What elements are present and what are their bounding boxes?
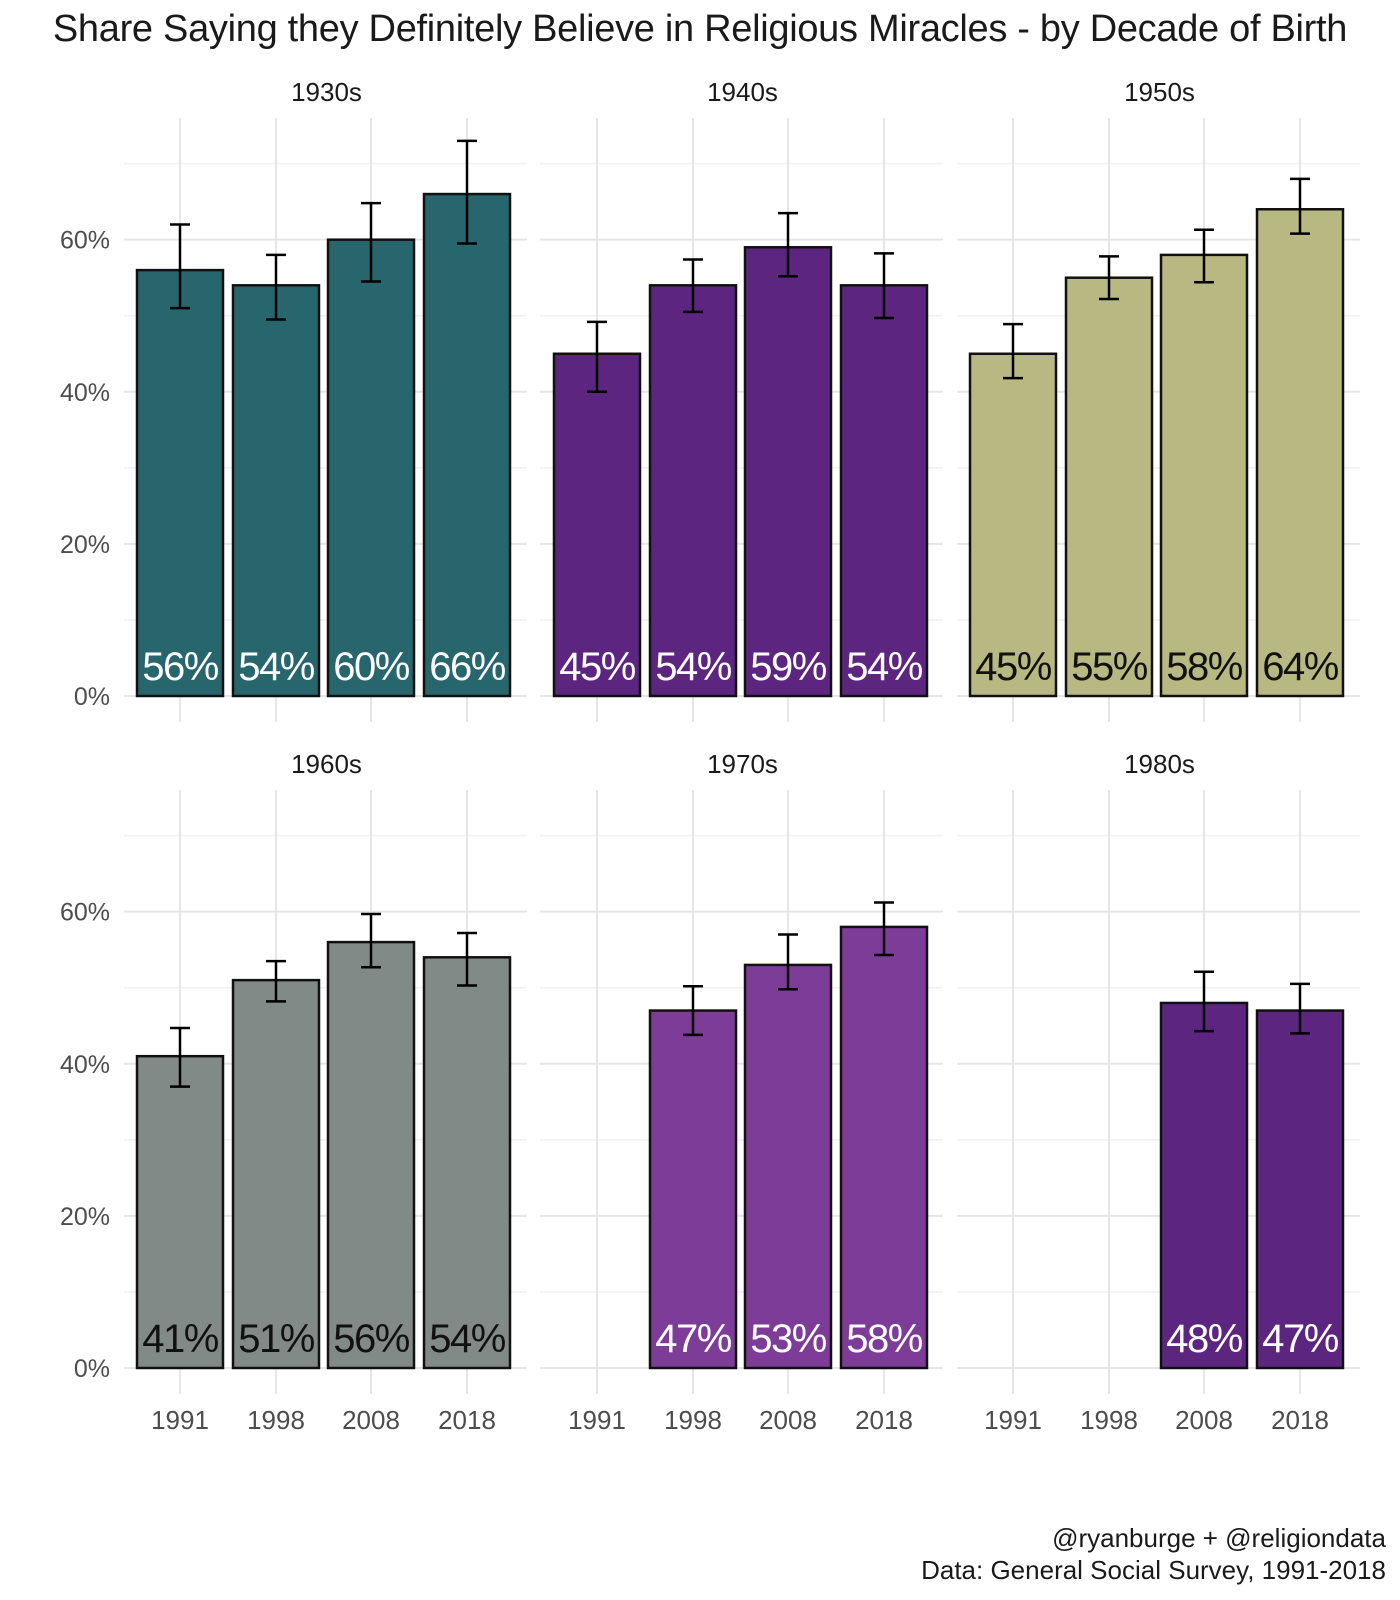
bar (1064, 276, 1154, 698)
x-tick-label: 2008 (1175, 1405, 1233, 1435)
x-tick-label: 2018 (1271, 1405, 1329, 1435)
bar-value-label: 56% (142, 645, 218, 689)
bar-value-label: 64% (1262, 645, 1338, 689)
bar-value-label: 55% (1071, 645, 1147, 689)
bar-value-label: 53% (750, 1317, 826, 1361)
y-tick-label: 0% (74, 1355, 110, 1383)
bar (231, 978, 321, 1370)
bar-value-label: 54% (429, 1317, 505, 1361)
caption-credit: @ryanburge + @religiondata (1052, 1523, 1386, 1553)
y-tick-label: 0% (74, 683, 110, 711)
x-tick-label: 1998 (1080, 1405, 1138, 1435)
bar (422, 192, 512, 698)
bar-value-label: 58% (1166, 645, 1242, 689)
x-tick-label: 1991 (984, 1405, 1042, 1435)
bar-value-label: 48% (1166, 1317, 1242, 1361)
facet-label: 1940s (707, 77, 778, 107)
bar (839, 925, 929, 1370)
bar (1255, 1009, 1345, 1370)
bar (231, 284, 321, 698)
x-tick-label: 2008 (342, 1405, 400, 1435)
bar (743, 963, 833, 1370)
bar (326, 940, 416, 1370)
bar-value-label: 54% (238, 645, 314, 689)
x-tick-label: 1998 (664, 1405, 722, 1435)
bar (1159, 1001, 1249, 1370)
bar-value-label: 54% (655, 645, 731, 689)
bar (839, 284, 929, 698)
facet-label: 1980s (1124, 749, 1195, 779)
bar-value-label: 58% (846, 1317, 922, 1361)
bar-value-label: 45% (559, 645, 635, 689)
y-tick-label: 60% (60, 227, 110, 255)
x-tick-label: 1991 (568, 1405, 626, 1435)
y-tick-label: 60% (60, 899, 110, 927)
bar (135, 268, 225, 698)
facet-label: 1960s (291, 749, 362, 779)
x-tick-label: 1998 (247, 1405, 305, 1435)
x-tick-label: 2018 (855, 1405, 913, 1435)
bar-value-label: 56% (333, 1317, 409, 1361)
caption-source: Data: General Social Survey, 1991-2018 (921, 1555, 1386, 1585)
bar (135, 1054, 225, 1370)
x-tick-label: 1991 (151, 1405, 209, 1435)
y-tick-label: 40% (60, 379, 110, 407)
bar (422, 956, 512, 1370)
facet-label: 1930s (291, 77, 362, 107)
bar-value-label: 47% (655, 1317, 731, 1361)
bar (1255, 208, 1345, 698)
facet-label: 1970s (707, 749, 778, 779)
y-tick-label: 20% (60, 531, 110, 559)
bar (648, 1009, 738, 1370)
bar-value-label: 47% (1262, 1317, 1338, 1361)
bar-value-label: 59% (750, 645, 826, 689)
caption: @ryanburge + @religiondata Data: General… (921, 1522, 1386, 1586)
y-tick-label: 20% (60, 1203, 110, 1231)
bar (552, 352, 642, 698)
bar-value-label: 66% (429, 645, 505, 689)
bar-value-label: 41% (142, 1317, 218, 1361)
facet-label: 1950s (1124, 77, 1195, 107)
bar-value-label: 54% (846, 645, 922, 689)
bar-value-label: 51% (238, 1317, 314, 1361)
x-tick-label: 2008 (759, 1405, 817, 1435)
bar-value-label: 60% (333, 645, 409, 689)
bar (1159, 253, 1249, 698)
y-tick-label: 40% (60, 1051, 110, 1079)
bar-value-label: 45% (975, 645, 1051, 689)
bar (743, 246, 833, 698)
bar (648, 284, 738, 698)
chart-title: Share Saying they Definitely Believe in … (52, 8, 1348, 50)
bar (326, 238, 416, 698)
x-tick-label: 2018 (438, 1405, 496, 1435)
